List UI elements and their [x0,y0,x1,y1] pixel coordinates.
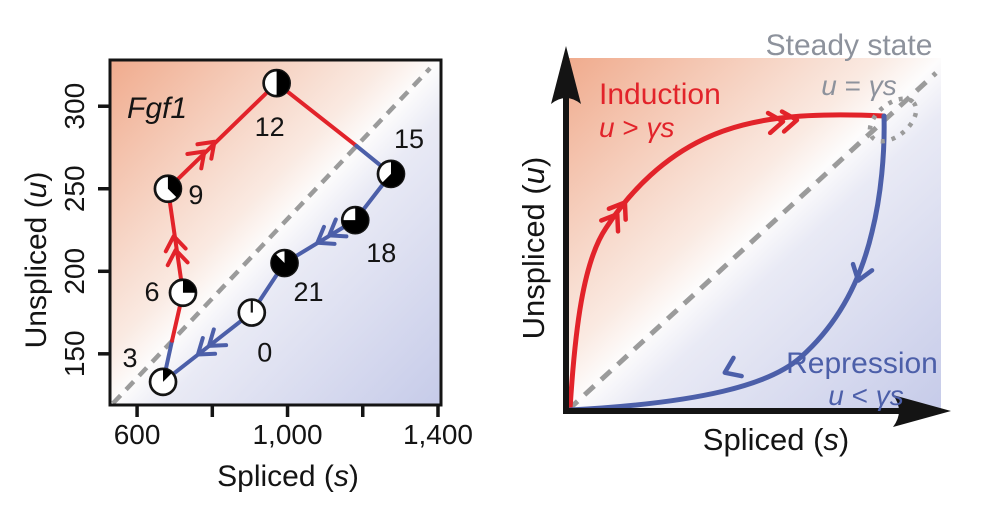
induction-curve [567,112,887,412]
y-axis-label-unspliced-part: Unspliced ( [516,184,551,340]
pie-marker-slice [276,70,290,97]
flow-arrow-blue [195,327,229,357]
y-axis-label-unspliced-part: ) [516,157,551,167]
x-axis-tick-label: 1,400 [403,419,473,450]
pie-marker-slice [381,160,404,187]
timepoint-label-9: 9 [188,180,203,210]
x-axis-label-spliced-part: s [823,422,839,457]
pie-marker-slice [182,279,196,293]
pie-marker-slice [167,175,181,198]
y-axis-tick-label: 300 [59,83,90,130]
timepoint-label-3: 3 [123,343,138,373]
induction-label: Induction [599,78,721,111]
x-axis-label-spliced-part: ) [349,460,359,493]
y-axis-tick-label: 150 [59,330,90,377]
induction-equation-part: γs [647,112,675,143]
trajectory-segment-red [274,81,359,148]
y-axis-label-unspliced-part: ) [20,172,53,182]
timepoint-label-0: 0 [257,338,272,368]
steady-state-equation-part: = [837,70,869,101]
flow-arrow-red [163,234,190,268]
pie-marker-t12 [262,68,291,98]
trajectory-segment-blue [161,310,254,384]
plot-border [108,58,443,407]
pie-marker-slice [163,368,173,382]
x-axis-label-spliced-part: s [334,460,349,493]
repression-equation-part: γs [876,380,904,411]
y-axis-label-unspliced: Unspliced (u) [516,157,551,340]
y-axis-label-unspliced: Unspliced (u) [20,172,53,349]
x-axis-label-spliced-part: Spliced ( [703,422,824,457]
x-axis-arrowhead [893,395,951,427]
repression-label: Repression [786,347,938,380]
x-axis-label-spliced-part: ) [839,422,849,457]
repression-equation-part: u [828,380,844,411]
flow-arrow-blue [315,217,349,246]
flow-arrow-red [599,200,628,234]
x-axis-tick-label: 1,000 [252,419,322,450]
steady-state-dashed-line [566,71,938,412]
timepoint-label-12: 12 [255,112,285,142]
timepoint-label-18: 18 [366,238,396,268]
steady-state-equation: u = γs [821,70,897,101]
timepoint-label-6: 6 [144,277,159,307]
pie-marker-slice [342,207,369,234]
repression-equation-part: < [844,380,876,411]
timepoint-label-21: 21 [294,277,324,307]
pie-marker-t3 [148,367,178,397]
induction-equation: u > γs [599,112,675,143]
pie-marker-slice [271,250,298,276]
pie-marker-t15 [376,159,406,189]
timepoint-label-15: 15 [394,124,424,154]
pie-marker-t6 [168,278,198,308]
x-axis-label-spliced: Spliced (s) [217,460,359,493]
flow-arrow-blue [850,261,875,283]
phase-portrait-panel: 0 3 6 9 12 15 18 21 600 1,000 1,400 150 200 250 300 Spl… [20,58,473,493]
flow-arrow-red [185,139,217,171]
steady-state-ellipse [867,96,919,144]
y-axis-label-unspliced-part: u [20,181,53,198]
pie-marker-t18 [340,205,370,235]
x-axis-label-spliced-part: Spliced ( [217,460,334,493]
x-axis-label-spliced: Spliced (s) [703,422,849,457]
steady-state-equation-part: γs [869,70,897,101]
pie-marker-t9 [153,174,183,204]
y-axis-tick-label: 250 [59,165,90,212]
pie-marker-t0 [237,298,267,327]
steady-state-label: Steady state [766,29,933,62]
flow-arrow-red [765,109,800,136]
trajectory-segment-red [165,81,279,191]
repression-equation: u < γs [828,380,904,411]
y-axis-arrowhead [551,46,581,104]
repression-curve [567,113,887,413]
x-axis-tick-label: 600 [114,419,161,450]
steady-state-equation-part: u [821,70,837,101]
induction-equation-part: > [615,112,647,143]
steady-state-dashed-line [111,66,432,405]
gene-label: Fgf1 [127,92,187,125]
flow-arrow-blue [722,355,744,379]
y-axis-label-unspliced-part: Unspliced ( [20,198,53,348]
y-axis-label-unspliced-part: u [516,167,551,184]
induction-equation-part: u [599,112,615,143]
pie-marker-t21 [270,248,299,278]
y-axis-tick-label: 200 [59,248,90,295]
